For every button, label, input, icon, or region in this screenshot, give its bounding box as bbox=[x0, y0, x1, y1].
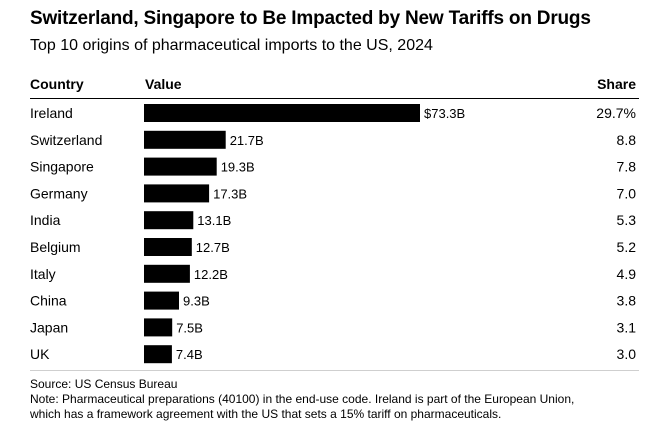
footnote-line-2: which has a framework agreement with the… bbox=[30, 407, 502, 421]
country-label: Switzerland bbox=[30, 132, 102, 148]
share-label: 5.2 bbox=[617, 239, 637, 255]
share-label: 5.3 bbox=[617, 212, 637, 228]
value-label: 12.7B bbox=[196, 240, 230, 255]
share-label: 29.7% bbox=[596, 105, 636, 121]
country-label: China bbox=[30, 293, 67, 309]
value-label: 19.3B bbox=[221, 160, 255, 175]
chart-subtitle: Top 10 origins of pharmaceutical imports… bbox=[30, 37, 433, 54]
country-label: India bbox=[30, 212, 61, 228]
value-label: 17.3B bbox=[213, 186, 247, 201]
bar bbox=[144, 318, 173, 337]
value-label: 12.2B bbox=[194, 267, 228, 282]
bar bbox=[144, 104, 420, 122]
country-label: Germany bbox=[30, 185, 88, 201]
footer-divider bbox=[30, 370, 639, 371]
country-label: Italy bbox=[30, 266, 56, 282]
country-label: Belgium bbox=[30, 239, 81, 255]
bar bbox=[144, 184, 210, 203]
column-header-country: Country bbox=[30, 76, 84, 92]
column-header-share: Share bbox=[597, 76, 636, 92]
bar bbox=[144, 130, 226, 149]
column-header-value: Value bbox=[145, 76, 182, 92]
share-label: 3.1 bbox=[617, 319, 637, 335]
value-label: 7.4B bbox=[176, 347, 203, 362]
share-label: 8.8 bbox=[617, 132, 637, 148]
bar bbox=[144, 264, 190, 283]
value-label: 21.7B bbox=[230, 133, 264, 148]
share-label: 4.9 bbox=[617, 266, 637, 282]
chart-title: Switzerland, Singapore to Be Impacted by… bbox=[30, 8, 591, 29]
share-label: 3.0 bbox=[617, 346, 637, 362]
bar bbox=[144, 157, 217, 176]
bar bbox=[144, 211, 194, 230]
value-label: $73.3B bbox=[424, 106, 465, 121]
share-label: 3.8 bbox=[617, 293, 637, 309]
source-note: Source: US Census Bureau bbox=[30, 377, 178, 391]
bar bbox=[144, 345, 172, 364]
country-label: UK bbox=[30, 346, 50, 362]
share-label: 7.8 bbox=[617, 159, 637, 175]
country-label: Japan bbox=[30, 319, 68, 335]
value-label: 13.1B bbox=[197, 213, 231, 228]
header-divider bbox=[30, 98, 639, 99]
country-label: Ireland bbox=[30, 105, 73, 121]
value-label: 7.5B bbox=[176, 320, 203, 335]
footnote-line-1: Note: Pharmaceutical preparations (40100… bbox=[30, 392, 575, 406]
country-label: Singapore bbox=[30, 159, 94, 175]
share-label: 7.0 bbox=[617, 185, 637, 201]
bar bbox=[144, 238, 192, 256]
bar bbox=[144, 291, 179, 310]
value-label: 9.3B bbox=[183, 294, 210, 309]
